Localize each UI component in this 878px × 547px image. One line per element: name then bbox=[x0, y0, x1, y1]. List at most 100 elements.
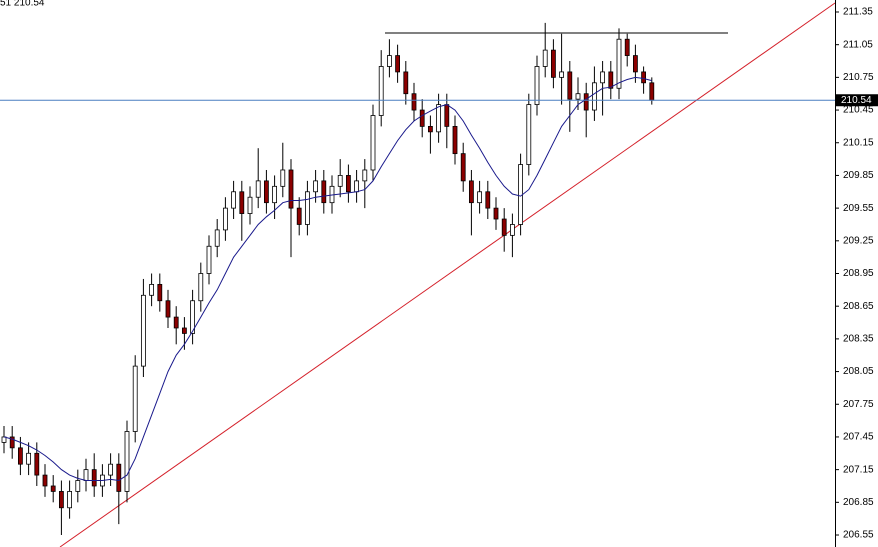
y-tick-label: 208.35 bbox=[843, 334, 874, 345]
candle-body bbox=[592, 82, 597, 111]
candle-body bbox=[165, 300, 171, 318]
candle-body bbox=[501, 218, 507, 236]
candle-body bbox=[345, 175, 351, 193]
candle-body bbox=[214, 229, 220, 247]
candle-body bbox=[34, 452, 40, 476]
candle-body bbox=[313, 180, 319, 193]
candle-body bbox=[231, 191, 237, 209]
candle-body bbox=[386, 55, 392, 67]
candle-body bbox=[509, 224, 515, 236]
candle-body bbox=[9, 436, 15, 449]
candle-body bbox=[280, 169, 286, 187]
candle-body bbox=[288, 169, 294, 209]
y-tick-label: 210.75 bbox=[843, 72, 874, 83]
y-tick-label: 207.15 bbox=[843, 464, 874, 475]
candle-body bbox=[67, 491, 72, 509]
candle-body bbox=[190, 300, 196, 334]
candle-body bbox=[378, 66, 384, 116]
candle-body bbox=[616, 38, 622, 89]
trend-line bbox=[59, 2, 836, 547]
candle-body bbox=[444, 104, 450, 127]
candle-body bbox=[567, 71, 573, 100]
candle-body bbox=[452, 125, 458, 155]
y-tick-label: 206.85 bbox=[843, 497, 874, 508]
moving-average bbox=[3, 76, 652, 482]
candle-body bbox=[304, 191, 310, 225]
candle-body bbox=[411, 93, 417, 111]
candle-body bbox=[485, 191, 491, 209]
candle-body bbox=[370, 115, 376, 171]
candle-body bbox=[468, 180, 474, 204]
candle-body bbox=[255, 180, 261, 198]
candle-body bbox=[272, 185, 278, 204]
header: 51 210.54 bbox=[0, 0, 45, 9]
candle-body bbox=[362, 169, 368, 182]
candle-body bbox=[173, 316, 179, 329]
candle-body bbox=[534, 66, 540, 106]
candle-body bbox=[239, 191, 245, 214]
candle-body bbox=[575, 93, 581, 100]
candle-body bbox=[542, 49, 548, 67]
candle-body bbox=[206, 245, 212, 274]
candle-body bbox=[26, 452, 32, 465]
candle-body bbox=[419, 109, 425, 127]
candle-body bbox=[222, 207, 228, 231]
candle-body bbox=[124, 431, 130, 492]
candle-body bbox=[477, 191, 483, 204]
candle-body bbox=[460, 153, 466, 182]
candle-body bbox=[50, 485, 56, 492]
candle-body bbox=[436, 104, 442, 133]
y-tick-label: 209.25 bbox=[843, 235, 874, 246]
candle-body bbox=[296, 207, 302, 225]
y-tick-label: 208.65 bbox=[843, 301, 874, 312]
candle-body bbox=[59, 491, 64, 509]
candle-body bbox=[583, 93, 589, 111]
y-tick-label: 211.35 bbox=[843, 7, 873, 18]
candle-body bbox=[149, 283, 155, 296]
y-tick-label: 207.45 bbox=[843, 432, 874, 443]
candle-body bbox=[247, 196, 253, 214]
candle-body bbox=[649, 82, 655, 101]
candle-body bbox=[17, 447, 23, 465]
y-tick-label: 206.55 bbox=[843, 530, 874, 541]
candle-body bbox=[624, 38, 630, 56]
candle-body bbox=[600, 71, 605, 84]
candle-body bbox=[641, 71, 646, 84]
candle-body bbox=[157, 283, 163, 302]
candle-body bbox=[140, 294, 146, 367]
candle-body bbox=[198, 273, 204, 302]
candle-body bbox=[403, 71, 409, 95]
y-tick-label: 210.15 bbox=[843, 137, 874, 148]
candle-body bbox=[42, 474, 48, 487]
candle-body bbox=[337, 175, 343, 187]
candle-body bbox=[354, 180, 360, 193]
candle-body bbox=[493, 207, 499, 220]
candle-body bbox=[559, 71, 564, 78]
y-tick-label: 210.45 bbox=[843, 105, 874, 116]
candle-body bbox=[263, 180, 269, 204]
candle-body bbox=[75, 480, 81, 492]
candle-body bbox=[116, 463, 122, 492]
candle-body bbox=[551, 49, 556, 78]
candle-body bbox=[395, 55, 401, 73]
current-price-box bbox=[836, 94, 878, 107]
y-tick-label: 209.55 bbox=[843, 203, 874, 214]
candle-body bbox=[608, 71, 614, 89]
candle-body bbox=[108, 463, 113, 476]
candle-body bbox=[83, 469, 89, 481]
candle-body bbox=[526, 104, 532, 165]
y-tick-label: 207.75 bbox=[843, 399, 874, 410]
candle-body bbox=[132, 365, 138, 432]
candle-body bbox=[633, 55, 638, 73]
y-tick-label: 209.85 bbox=[843, 170, 874, 181]
candle-body bbox=[321, 180, 327, 204]
y-tick-label: 208.95 bbox=[843, 268, 874, 279]
candle-body bbox=[91, 469, 97, 487]
candle-body bbox=[427, 125, 433, 133]
current-price-label: 210.54 bbox=[841, 95, 872, 106]
y-tick-label: 208.05 bbox=[843, 366, 874, 377]
candle-body bbox=[181, 327, 187, 334]
y-tick-label: 211.05 bbox=[843, 39, 873, 50]
